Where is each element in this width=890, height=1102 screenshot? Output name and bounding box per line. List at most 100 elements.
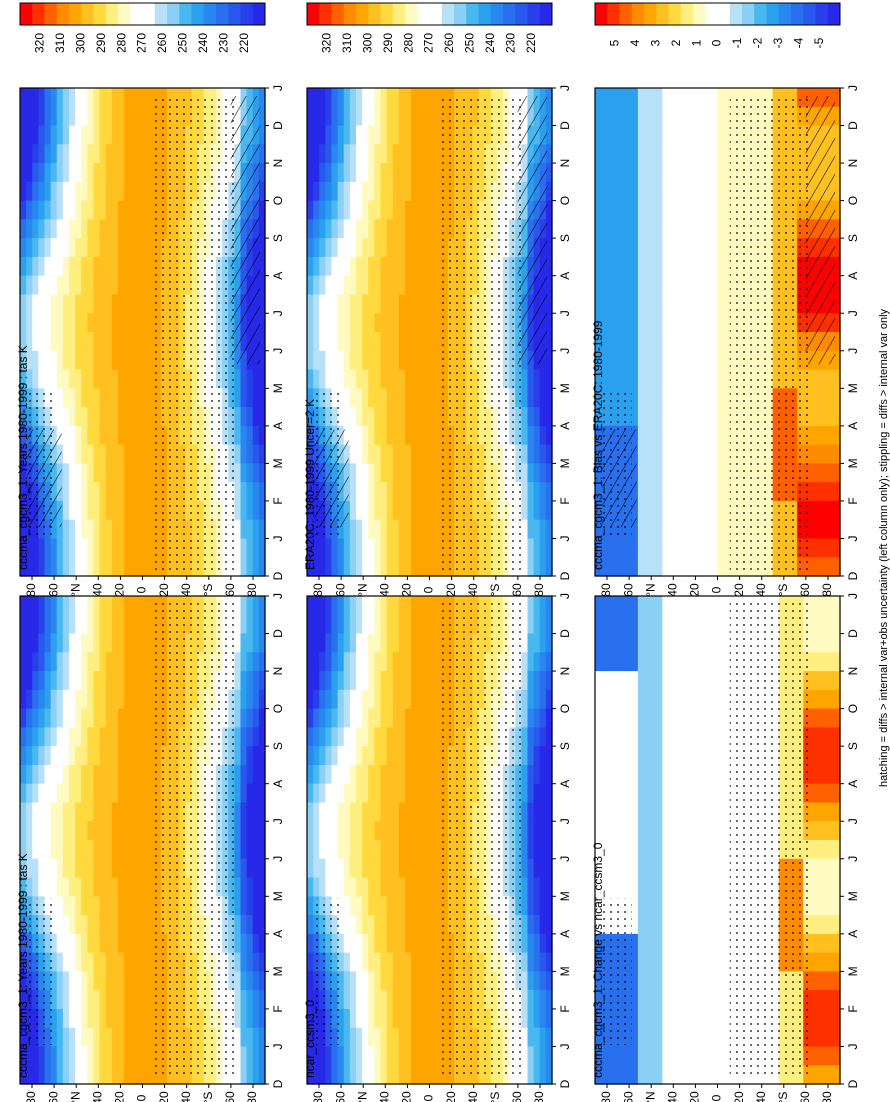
heat-cell (75, 840, 82, 860)
heat-cell (392, 1027, 400, 1048)
heat-cell (723, 256, 731, 277)
heat-cell (423, 689, 431, 710)
heat-cell (423, 1027, 431, 1048)
panel-title: ERA20C: 1980-1999 Uncer=2 K (303, 399, 317, 570)
heat-cell (699, 500, 706, 521)
heat-cell (601, 350, 608, 371)
month-label: D (271, 629, 285, 638)
heat-cell (87, 1027, 95, 1048)
heat-cell (93, 933, 101, 954)
heat-cell (595, 181, 602, 202)
heat-cell (368, 708, 375, 728)
heat-cell (105, 1008, 113, 1029)
heat-cell (26, 181, 33, 202)
heat-cell (62, 313, 70, 333)
heat-cell (81, 219, 88, 239)
heat-cell (331, 538, 339, 558)
heat-cell (99, 971, 107, 991)
heat-cell (827, 500, 835, 521)
heat-cell (240, 708, 248, 728)
heat-cell (601, 369, 608, 389)
heat-cell (674, 538, 682, 558)
heat-cell (87, 144, 95, 164)
heat-cell (62, 933, 70, 954)
heat-cell (252, 652, 260, 672)
heat-cell (246, 557, 254, 577)
heat-cell (307, 746, 314, 766)
heat-cell (319, 350, 326, 371)
heat-cell (142, 519, 150, 540)
heat-cell (38, 877, 46, 897)
heat-cell (833, 538, 841, 558)
heat-cell (527, 500, 535, 521)
heat-cell (637, 500, 645, 521)
heat-cell (87, 633, 95, 653)
heat-cell (38, 1065, 46, 1085)
heat-cell (87, 671, 95, 691)
heat-cell (130, 538, 137, 558)
heat-cell (252, 633, 260, 653)
heat-cell (337, 557, 345, 577)
lat-label: 60 (223, 1091, 237, 1102)
heat-cell (105, 877, 113, 897)
heat-cell (435, 482, 443, 502)
heat-cell (717, 482, 725, 502)
heat-cell (75, 125, 82, 145)
heat-cell (142, 1046, 150, 1066)
heat-cell (38, 557, 46, 577)
heat-cell (668, 106, 676, 127)
heat-cell (601, 88, 608, 108)
heat-cell (398, 219, 406, 239)
heat-cell (69, 896, 76, 916)
heat-cell (674, 313, 682, 333)
lat-label: °N (355, 583, 369, 596)
heat-cell (246, 877, 254, 897)
heat-cell (240, 557, 248, 577)
heat-cell (307, 802, 314, 822)
heat-cell (668, 557, 676, 577)
heat-cell (81, 896, 88, 916)
heat-cell (20, 896, 27, 916)
heat-cell (75, 746, 82, 766)
heat-cell (699, 538, 706, 558)
heat-cell (405, 933, 412, 954)
heat-cell (99, 144, 107, 164)
heat-cell (50, 275, 58, 296)
heat-cell (417, 596, 424, 616)
heat-cell (81, 200, 88, 220)
heat-cell (325, 727, 333, 747)
heat-cell (429, 463, 437, 483)
heat-cell (398, 238, 406, 258)
heat-cell (386, 671, 394, 691)
heat-cell (656, 519, 663, 540)
heat-cell (118, 144, 125, 164)
heat-cell (368, 933, 375, 954)
heat-cell (136, 388, 144, 408)
heat-cell (246, 915, 254, 935)
heat-cell (833, 388, 841, 408)
heat-cell (111, 671, 119, 691)
heat-cell (392, 1065, 400, 1085)
heat-cell (356, 633, 363, 653)
heat-cell (124, 671, 131, 691)
heat-cell (827, 425, 835, 446)
heat-cell (118, 538, 125, 558)
heat-cell (693, 444, 700, 464)
heat-cell (595, 332, 602, 352)
heat-cell (81, 1046, 88, 1066)
heat-cell (699, 482, 706, 502)
heat-cell (398, 802, 406, 822)
heat-cell (815, 482, 823, 502)
heat-cell (368, 858, 375, 879)
heat-cell (50, 1065, 58, 1085)
heat-cell (809, 425, 817, 446)
heat-cell (662, 444, 670, 464)
heat-cell (99, 933, 107, 954)
heat-cell (62, 332, 70, 352)
heat-cell (349, 671, 357, 691)
heat-cell (343, 746, 351, 766)
heat-cell (118, 275, 125, 296)
heat-cell (81, 238, 88, 258)
heat-cell (62, 275, 70, 296)
